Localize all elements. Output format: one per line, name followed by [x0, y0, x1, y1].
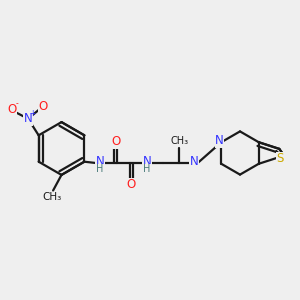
- Text: N: N: [142, 154, 151, 168]
- Text: N: N: [215, 134, 224, 148]
- Text: O: O: [7, 103, 16, 116]
- Text: -: -: [16, 99, 18, 108]
- Text: CH₃: CH₃: [171, 136, 189, 146]
- Text: H: H: [96, 164, 104, 174]
- Text: O: O: [38, 100, 48, 113]
- Text: CH₃: CH₃: [42, 192, 61, 202]
- Text: H: H: [143, 164, 151, 174]
- Text: S: S: [277, 152, 284, 165]
- Text: O: O: [127, 178, 136, 191]
- Text: N: N: [190, 155, 199, 168]
- Text: N: N: [24, 112, 32, 125]
- Text: +: +: [29, 110, 35, 118]
- Text: N: N: [96, 154, 104, 168]
- Text: O: O: [111, 135, 120, 148]
